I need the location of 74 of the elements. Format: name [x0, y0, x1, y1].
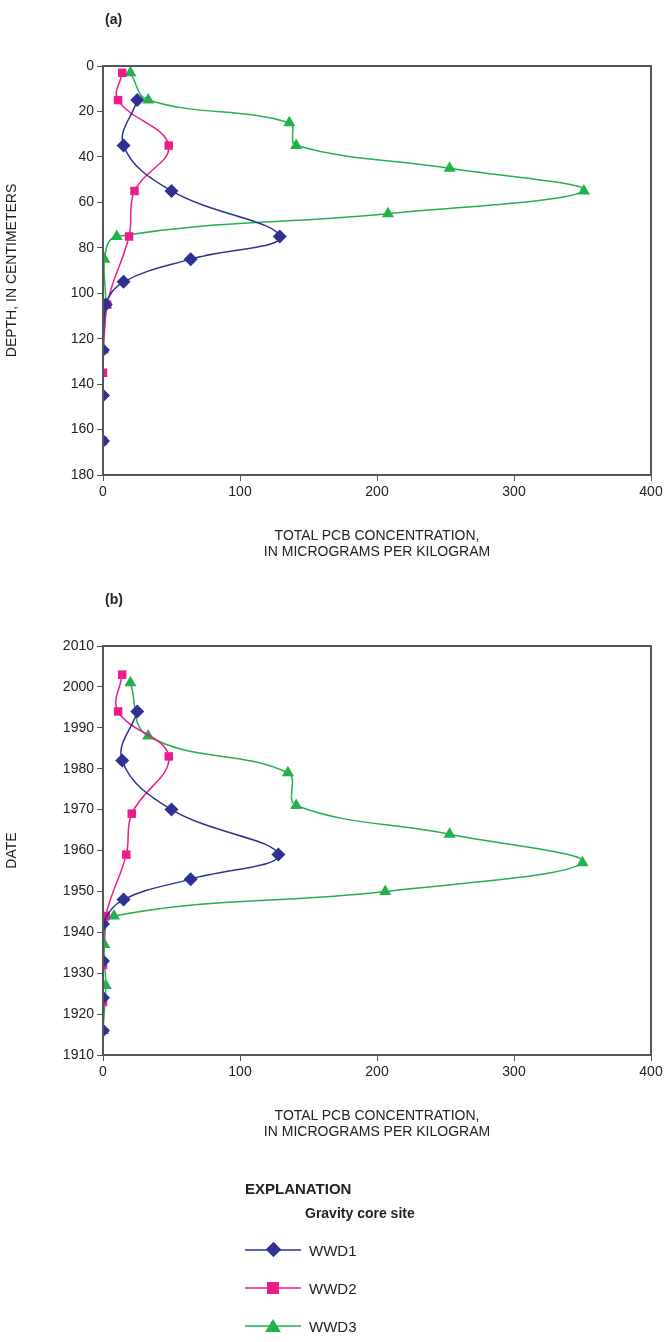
point	[117, 670, 127, 679]
x-tick-label: 300	[502, 1063, 526, 1080]
legend-label: WWD2	[309, 1279, 357, 1297]
y-tick-label: 1930	[62, 964, 95, 981]
chart-title: (b)	[105, 591, 123, 607]
y-tick-label: 2000	[62, 677, 95, 694]
x-tick-label: 0	[99, 483, 108, 500]
y-tick-label: 80	[78, 238, 95, 255]
text: EXPLANATION	[245, 1180, 353, 1197]
y-tick-label: 40	[78, 147, 95, 164]
y-tick-label: 1970	[62, 800, 95, 817]
x-tick-label: 200	[365, 483, 389, 500]
x-tick-label: 400	[639, 1063, 663, 1080]
point	[183, 872, 198, 887]
point	[127, 809, 137, 818]
point	[130, 186, 139, 196]
point	[164, 752, 173, 761]
y-tick-label: 160	[70, 420, 95, 437]
point	[290, 798, 303, 810]
x-tick-label: 100	[228, 1063, 252, 1080]
point	[130, 93, 145, 108]
y-tick-label: 0	[86, 56, 95, 73]
point	[130, 704, 145, 719]
y-tick-label: 120	[70, 329, 95, 346]
point	[183, 252, 198, 267]
y-tick-label: 1980	[62, 759, 95, 776]
legend-label: WWD1	[309, 1241, 357, 1259]
y-tick-label: 1960	[62, 841, 95, 858]
point	[271, 847, 286, 862]
point	[116, 892, 131, 907]
y-tick-label: 2010	[62, 636, 95, 653]
point	[115, 753, 130, 768]
point	[290, 138, 303, 150]
x-tick-label: 200	[365, 1063, 389, 1080]
point	[116, 138, 131, 153]
x-axis-title: TOTAL PCB CONCENTRATION, IN MICROGRAMS PER KILOGRAM	[263, 526, 491, 560]
y-axis-title: DATE	[3, 832, 20, 869]
point	[443, 827, 456, 838]
point	[124, 232, 134, 241]
x-tick-label: 100	[228, 483, 252, 500]
x-tick-label: 300	[502, 483, 526, 500]
y-tick-label: 140	[70, 374, 95, 391]
point	[283, 115, 296, 127]
point	[379, 884, 392, 895]
point	[122, 850, 131, 859]
x-axis-title: TOTAL PCB CONCENTRATION, IN MICROGRAMS PER KILOGRAM	[263, 1106, 491, 1140]
point	[576, 855, 589, 867]
y-tick-label: 1940	[62, 923, 95, 940]
point	[272, 229, 287, 244]
y-axis-title: DEPTH, IN CENTIMETERS	[3, 183, 20, 358]
point	[281, 765, 295, 777]
point	[443, 161, 456, 172]
point	[116, 274, 131, 289]
chart-title: (a)	[105, 11, 123, 27]
x-tick-label: 0	[99, 1063, 108, 1080]
x-tick-label: 400	[639, 483, 663, 500]
point	[110, 229, 123, 240]
legend-label: WWD3	[309, 1317, 357, 1335]
y-tick-label: 1910	[62, 1045, 95, 1062]
y-tick-label: 1950	[62, 882, 95, 899]
point	[164, 183, 179, 198]
point	[381, 206, 395, 218]
point	[142, 93, 155, 104]
y-tick-label: 1920	[62, 1004, 95, 1021]
y-tick-label: 20	[78, 102, 95, 119]
legend-title: Gravity core site	[304, 1205, 416, 1221]
point	[113, 707, 123, 716]
y-tick-label: 180	[70, 465, 95, 482]
y-tick-label: 1990	[62, 718, 95, 735]
point	[164, 141, 173, 150]
point	[164, 802, 179, 817]
y-tick-label: 60	[78, 193, 95, 210]
y-tick-label: 100	[70, 284, 95, 301]
point	[124, 675, 137, 687]
